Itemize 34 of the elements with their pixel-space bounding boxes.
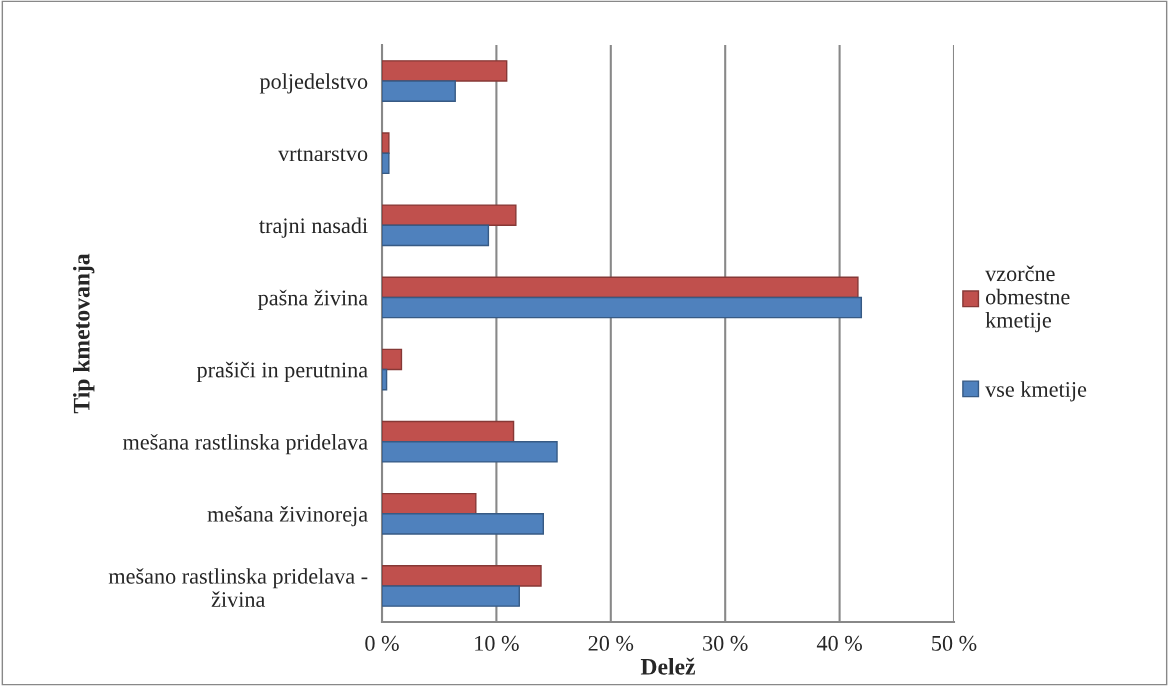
x-tick-label: 40 % xyxy=(816,635,862,651)
bar xyxy=(382,565,542,587)
legend-label: vse kmetije xyxy=(985,381,1087,402)
y-tick-label: vrtnarstvo xyxy=(278,148,368,162)
bar xyxy=(382,585,520,607)
x-tick-label: 20 % xyxy=(588,635,634,651)
bar xyxy=(382,513,544,535)
y-tick-label: mešana živinoreja xyxy=(207,506,368,527)
bar xyxy=(382,440,558,463)
bar xyxy=(382,132,390,154)
bar xyxy=(382,492,477,515)
bar xyxy=(382,80,456,102)
bar xyxy=(382,296,863,319)
bar xyxy=(382,224,490,247)
x-tick-label: 10 % xyxy=(475,635,519,651)
y-axis-title: Tip kmetovanja xyxy=(73,253,95,414)
bar xyxy=(382,348,403,371)
y-tick-label: mešana rastlinska pridelava xyxy=(122,433,368,455)
y-tick-label: pašna živina xyxy=(258,289,368,310)
x-axis-title: Delež xyxy=(640,657,695,675)
legend-label: vzorčne obmestne kmetije xyxy=(985,265,1070,333)
bar xyxy=(382,368,388,391)
x-tick-label: 50 % xyxy=(932,635,977,651)
x-tick-label: 0 % xyxy=(365,635,399,651)
y-tick-label: prašiči in perutnina xyxy=(196,361,368,383)
y-tick-label: mešano rastlinska pridelava - živina xyxy=(108,568,368,608)
bar xyxy=(382,152,390,175)
y-tick-label: trajni nasadi xyxy=(259,217,368,238)
bar xyxy=(382,420,515,443)
y-tick-label: poljedelstvo xyxy=(259,73,368,94)
bar xyxy=(382,60,508,82)
x-tick-label: 30 % xyxy=(703,635,748,651)
bar xyxy=(382,204,517,227)
bar xyxy=(382,276,859,299)
